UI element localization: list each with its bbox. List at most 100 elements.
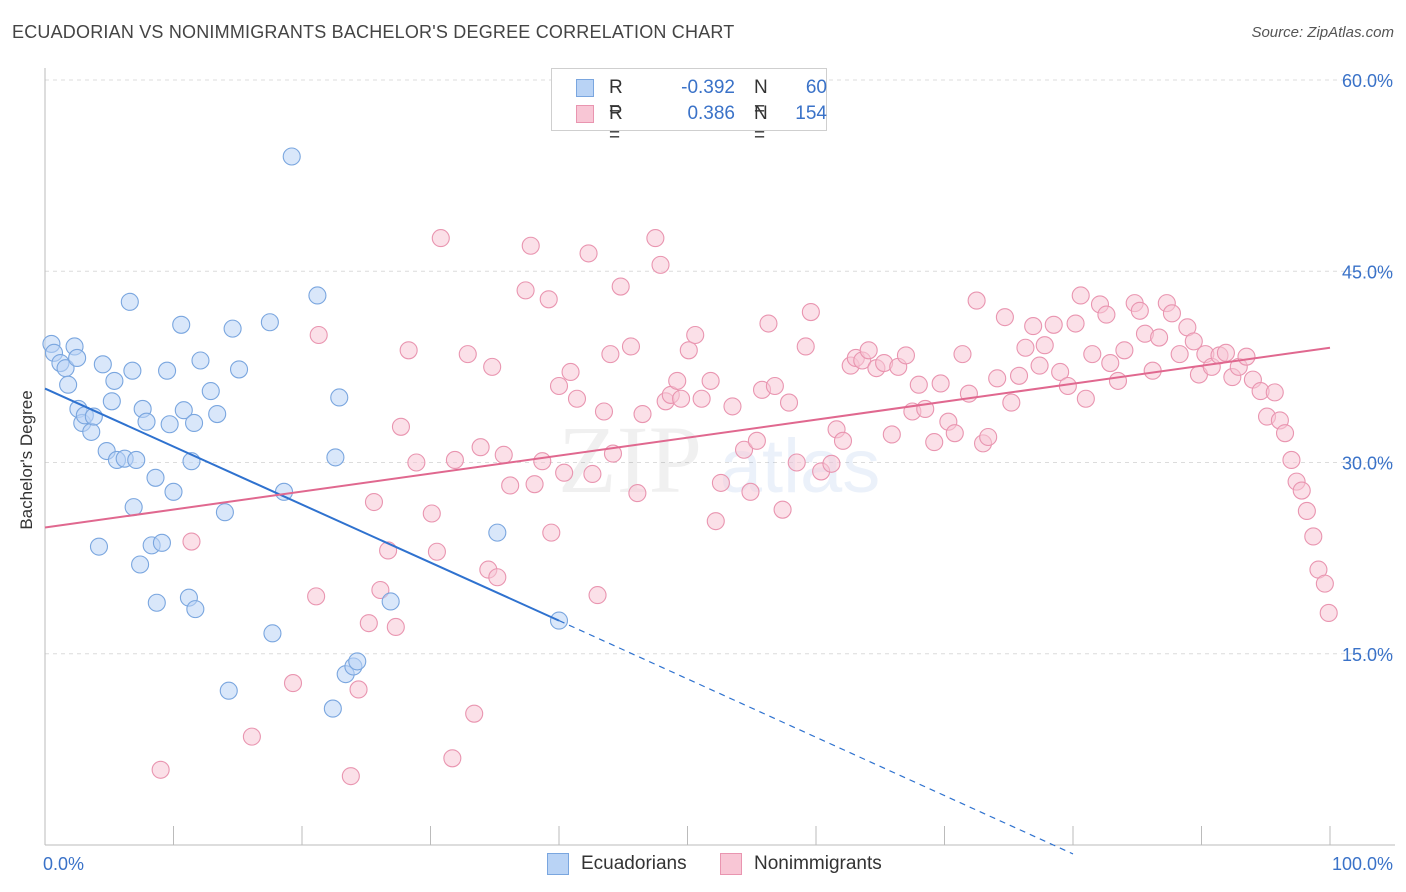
data-point-nonimmigrants xyxy=(407,453,426,472)
data-point-nonimmigrants xyxy=(283,674,303,693)
data-point-nonimmigrants xyxy=(822,454,841,473)
data-point-ecuadorians xyxy=(105,371,124,390)
data-point-nonimmigrants xyxy=(588,586,607,605)
data-point-nonimmigrants xyxy=(651,255,670,274)
data-point-nonimmigrants xyxy=(1275,424,1295,443)
y-tick-label: 30.0% xyxy=(1342,454,1393,474)
data-point-nonimmigrants xyxy=(672,389,691,408)
tick-labels: 15.0% 30.0% 45.0% 60.0% 0.0% 100.0% xyxy=(43,71,1393,874)
data-point-ecuadorians xyxy=(127,450,146,470)
data-point-nonimmigrants xyxy=(309,325,328,345)
data-point-nonimmigrants xyxy=(1143,361,1162,380)
data-point-nonimmigrants xyxy=(611,277,630,296)
source-credit: Source: ZipAtlas.com xyxy=(1251,24,1394,41)
data-point-nonimmigrants xyxy=(1315,574,1334,593)
data-point-ecuadorians xyxy=(326,448,345,467)
data-point-nonimmigrants xyxy=(909,375,928,394)
x-tick-label: 100.0% xyxy=(1332,854,1393,874)
data-point-nonimmigrants xyxy=(567,389,587,408)
chart-title: ECUADORIAN VS NONIMMIGRANTS BACHELOR'S D… xyxy=(12,22,735,42)
data-point-nonimmigrants xyxy=(759,314,778,333)
data-point-ecuadorians xyxy=(219,681,238,700)
data-point-ecuadorians xyxy=(274,482,294,501)
ecuadorians-points xyxy=(42,147,569,718)
data-point-ecuadorians xyxy=(308,286,327,305)
data-point-nonimmigrants xyxy=(542,523,561,542)
data-point-nonimmigrants xyxy=(741,482,760,501)
trend-line-nonimmigrants xyxy=(44,346,1331,529)
data-point-nonimmigrants xyxy=(931,374,950,393)
data-point-nonimmigrants xyxy=(443,749,462,768)
data-point-nonimmigrants xyxy=(706,512,725,531)
data-point-nonimmigrants xyxy=(796,337,815,356)
data-point-nonimmigrants xyxy=(1030,356,1049,375)
data-point-ecuadorians xyxy=(201,382,220,401)
data-point-nonimmigrants xyxy=(391,417,410,436)
data-point-nonimmigrants xyxy=(341,767,360,786)
data-point-nonimmigrants xyxy=(988,369,1007,388)
x-tick-label: 0.0% xyxy=(43,854,84,874)
data-point-ecuadorians xyxy=(215,503,234,522)
bottom-legend-label-ecuadorians: Ecuadorians xyxy=(581,853,687,874)
data-point-nonimmigrants xyxy=(628,484,647,503)
data-point-nonimmigrants xyxy=(692,389,711,408)
legend-swatch-nonimmigrants xyxy=(576,105,594,123)
legend-swatch-ecuadorians xyxy=(576,79,594,97)
data-point-ecuadorians xyxy=(186,600,205,619)
data-point-nonimmigrants xyxy=(445,450,464,470)
legend-n-label: N = xyxy=(754,77,768,120)
data-point-nonimmigrants xyxy=(925,433,944,452)
data-point-nonimmigrants xyxy=(633,404,652,424)
data-point-ecuadorians xyxy=(282,147,301,166)
data-point-ecuadorians xyxy=(263,624,282,643)
data-point-nonimmigrants xyxy=(646,229,665,248)
y-tick-label: 45.0% xyxy=(1342,262,1393,282)
data-point-nonimmigrants xyxy=(386,617,405,637)
data-point-nonimmigrants xyxy=(787,453,806,472)
data-point-nonimmigrants xyxy=(747,431,766,450)
bottom-legend-swatch-ecuadorians xyxy=(547,853,569,875)
data-point-nonimmigrants xyxy=(1184,332,1203,351)
trend-lines xyxy=(44,346,1331,855)
data-point-ecuadorians xyxy=(89,537,109,556)
data-point-nonimmigrants xyxy=(896,346,916,365)
data-point-ecuadorians xyxy=(82,422,101,441)
data-point-ecuadorians xyxy=(323,699,342,718)
legend-r-value: 0.386 xyxy=(687,103,735,124)
data-point-nonimmigrants xyxy=(561,362,580,382)
data-point-nonimmigrants xyxy=(579,244,598,263)
data-point-nonimmigrants xyxy=(1101,353,1120,373)
data-point-nonimmigrants xyxy=(1044,315,1063,334)
data-point-nonimmigrants xyxy=(431,229,450,248)
data-point-ecuadorians xyxy=(260,313,279,332)
data-point-ecuadorians xyxy=(381,592,400,611)
data-point-nonimmigrants xyxy=(1237,347,1256,366)
data-point-nonimmigrants xyxy=(583,464,602,484)
data-point-ecuadorians xyxy=(68,348,87,368)
data-point-ecuadorians xyxy=(59,375,78,394)
data-point-ecuadorians xyxy=(488,523,507,542)
data-point-nonimmigrants xyxy=(765,376,784,396)
data-point-nonimmigrants xyxy=(1319,603,1338,623)
trend-line-ecuadorians xyxy=(44,387,560,622)
data-point-nonimmigrants xyxy=(483,357,502,376)
data-point-ecuadorians xyxy=(158,361,177,380)
data-point-nonimmigrants xyxy=(773,500,792,519)
data-point-nonimmigrants xyxy=(307,587,326,606)
data-point-nonimmigrants xyxy=(242,727,261,746)
data-point-nonimmigrants xyxy=(621,337,641,356)
data-point-ecuadorians xyxy=(160,415,179,434)
data-point-nonimmigrants xyxy=(686,325,705,345)
data-point-nonimmigrants xyxy=(1009,366,1029,385)
data-point-ecuadorians xyxy=(191,351,210,370)
legend-n-label: N = xyxy=(754,103,768,146)
data-point-nonimmigrants xyxy=(679,341,698,360)
data-point-nonimmigrants xyxy=(1297,501,1316,521)
trend-line-ecuadorians-extension xyxy=(558,620,1074,855)
data-point-nonimmigrants xyxy=(1216,343,1235,362)
data-point-nonimmigrants xyxy=(1170,345,1189,364)
data-point-ecuadorians xyxy=(131,555,150,574)
data-point-nonimmigrants xyxy=(979,427,998,447)
legend-r-label: R = xyxy=(609,103,623,146)
